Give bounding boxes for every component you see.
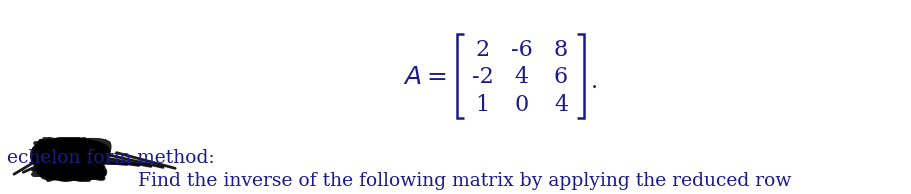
Text: 4: 4 <box>515 66 529 88</box>
Text: -6: -6 <box>511 39 533 61</box>
Text: $A=$: $A=$ <box>403 66 446 89</box>
Text: 4: 4 <box>554 94 568 116</box>
Text: -2: -2 <box>472 66 494 88</box>
Text: 6: 6 <box>554 66 568 88</box>
Text: 2: 2 <box>476 39 490 61</box>
Text: 1: 1 <box>476 94 490 116</box>
Text: echelon form method:: echelon form method: <box>7 149 215 167</box>
Text: 8: 8 <box>554 39 568 61</box>
Text: 0: 0 <box>515 94 529 116</box>
Text: .: . <box>591 71 598 93</box>
Text: Find the inverse of the following matrix by applying the reduced row: Find the inverse of the following matrix… <box>138 172 792 190</box>
